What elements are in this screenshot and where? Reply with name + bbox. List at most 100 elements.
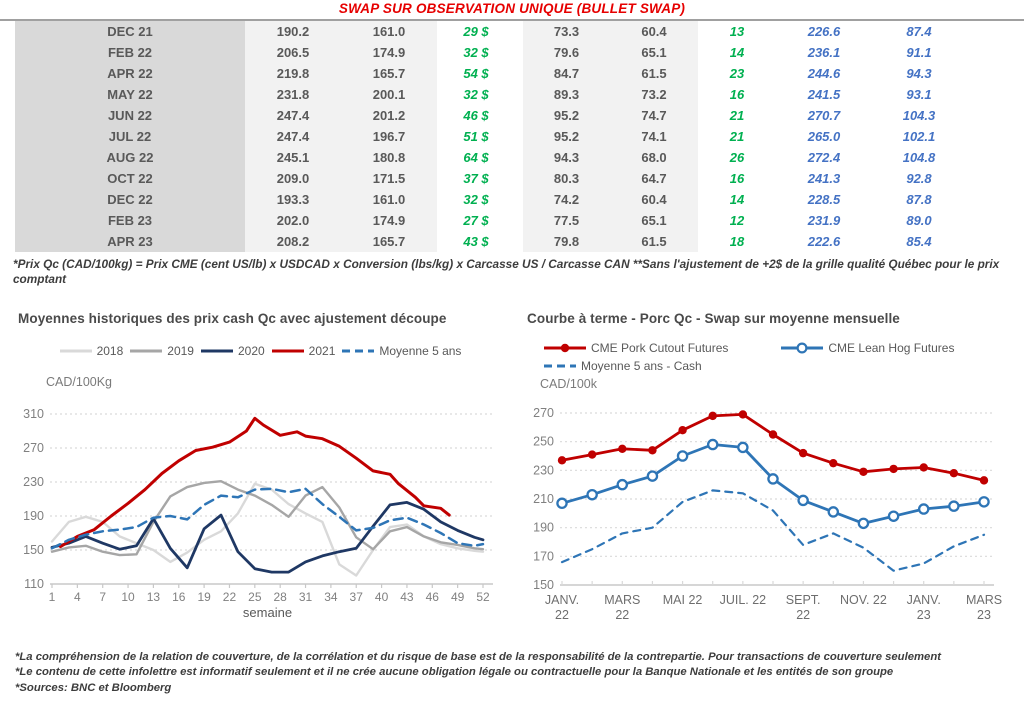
- svg-text:270: 270: [23, 441, 44, 455]
- spacer-cell: [515, 210, 523, 231]
- svg-text:170: 170: [533, 549, 554, 563]
- value-cell: 73.2: [610, 84, 698, 105]
- value-cell: 231.8: [245, 84, 341, 105]
- month-cell: OCT 22: [15, 168, 245, 189]
- month-cell: DEC 22: [15, 189, 245, 210]
- value-cell: 165.7: [341, 63, 437, 84]
- value-cell: 74.1: [610, 126, 698, 147]
- svg-text:SEPT.: SEPT.: [786, 593, 821, 607]
- value-cell: 89.0: [906, 213, 932, 228]
- footnote-legal: *Le contenu de cette infolettre est info…: [15, 666, 894, 679]
- line-swatch: [271, 349, 304, 353]
- svg-text:1: 1: [49, 590, 56, 604]
- spacer-cell: [515, 168, 523, 189]
- legend-label: 2021: [308, 344, 336, 358]
- legend-label: CME Lean Hog Futures: [828, 341, 955, 355]
- svg-text:49: 49: [451, 590, 465, 604]
- legend-label: Moyenne 5 ans: [379, 344, 462, 358]
- value-cell: 84.7: [523, 63, 610, 84]
- legend-item-2020: 2020: [200, 344, 265, 358]
- legend-item-moyenne-5-ans-cash: Moyenne 5 ans - Cash: [543, 359, 702, 373]
- table-row: DEC 22 193.3 161.0 32 $ 74.2 60.4 14 228.5 87.8: [15, 189, 966, 210]
- value-cell: 95.2: [523, 126, 610, 147]
- value-cell: 21: [729, 129, 745, 144]
- value-cell: 64 $: [463, 150, 489, 165]
- table-row: APR 23 208.2 165.7 43 $ 79.8 61.5 18 222.6 85.4: [15, 231, 966, 252]
- svg-text:28: 28: [273, 590, 287, 604]
- swap-table-container: DEC 21 190.2 161.0 29 $73.3 60.4 13 226.6 87.4 F…: [15, 21, 966, 252]
- footnote-sources: *Sources: BNC et Bloomberg: [15, 681, 172, 694]
- title-divider: [0, 19, 1024, 21]
- svg-text:150: 150: [23, 543, 44, 557]
- value-cell: 104.8: [902, 150, 936, 165]
- legend-item-moyenne-5-ans: Moyenne 5 ans: [341, 344, 461, 358]
- value-cell: 54 $: [463, 66, 489, 81]
- value-cell: 32 $: [463, 192, 489, 207]
- value-cell: 231.9: [807, 213, 841, 228]
- swap-table: DEC 21 190.2 161.0 29 $73.3 60.4 13 226.6 87.4 F…: [15, 21, 966, 252]
- table-row: FEB 22 206.5 174.9 32 $ 79.6 65.1 14 236.1 91.1: [15, 42, 966, 63]
- svg-text:CAD/100k: CAD/100k: [540, 377, 598, 391]
- footnote-hedging: *La compréhension de la relation de couv…: [15, 651, 941, 663]
- line-swatch: [130, 349, 163, 353]
- value-cell: 265.0: [807, 129, 841, 144]
- legend-item-cme-pork-cutout-futures: CME Pork Cutout Futures: [543, 341, 728, 355]
- value-cell: 32 $: [463, 87, 489, 102]
- table-row: AUG 22 245.1 180.8 64 $ 94.3 68.0 26 272.4 104.8: [15, 147, 966, 168]
- table-row: DEC 21 190.2 161.0 29 $ 73.3 60.4 13 226.6 87.4: [15, 21, 966, 42]
- svg-text:23: 23: [917, 608, 931, 622]
- month-cell: JUL 22: [15, 126, 245, 147]
- value-cell: 200.1: [341, 84, 437, 105]
- value-cell: 244.6: [807, 66, 841, 81]
- month-cell: DEC 21: [15, 21, 245, 42]
- left-chart-legend: 2018 2019 2020 2021 Moyenne 5 ans: [10, 344, 510, 358]
- right-chart-legend-row1: CME Pork Cutout Futures CME Lean Hog Futu…: [543, 341, 954, 355]
- svg-text:52: 52: [476, 590, 490, 604]
- value-cell: 26: [729, 150, 745, 165]
- legend-label: 2020: [237, 344, 265, 358]
- legend-label: CME Pork Cutout Futures: [591, 341, 729, 355]
- value-cell: 74.7: [610, 105, 698, 126]
- svg-text:250: 250: [533, 435, 554, 449]
- svg-text:22: 22: [555, 608, 569, 622]
- value-cell: 68.0: [610, 147, 698, 168]
- legend-item-cme-lean-hog-futures: CME Lean Hog Futures: [780, 341, 954, 355]
- value-cell: 60.4: [610, 189, 698, 210]
- table-row: APR 22 219.8 165.7 54 $ 84.7 61.5 23 244.6 94.3: [15, 63, 966, 84]
- svg-text:46: 46: [426, 590, 440, 604]
- svg-text:NOV. 22: NOV. 22: [840, 593, 887, 607]
- svg-text:16: 16: [172, 590, 186, 604]
- value-cell: 64.7: [610, 168, 698, 189]
- table-row: OCT 22 209.0 171.5 37 $ 80.3 64.7 16 241.3 92.8: [15, 168, 966, 189]
- month-cell: MAY 22: [15, 84, 245, 105]
- svg-text:37: 37: [350, 590, 364, 604]
- spacer-cell: [515, 84, 523, 105]
- value-cell: 18: [729, 234, 745, 249]
- svg-text:23: 23: [977, 608, 991, 622]
- right-chart-legend-row2: Moyenne 5 ans - Cash: [543, 359, 702, 373]
- dashed-line-swatch: [342, 349, 375, 353]
- value-cell: 79.8: [523, 231, 610, 252]
- value-cell: 206.5: [245, 42, 341, 63]
- spacer-cell: [515, 42, 523, 63]
- month-cell: FEB 22: [15, 42, 245, 63]
- month-cell: AUG 22: [15, 147, 245, 168]
- table-row: MAY 22 231.8 200.1 32 $ 89.3 73.2 16 241.5 93.1: [15, 84, 966, 105]
- svg-text:31: 31: [299, 590, 313, 604]
- value-cell: 174.9: [341, 42, 437, 63]
- dashed-line-swatch: [544, 364, 576, 368]
- value-cell: 14: [729, 192, 745, 207]
- value-cell: 245.1: [245, 147, 341, 168]
- value-cell: 94.3: [906, 66, 932, 81]
- value-cell: 208.2: [245, 231, 341, 252]
- spacer-cell: [515, 21, 523, 42]
- value-cell: 46 $: [463, 108, 489, 123]
- value-cell: 236.1: [807, 45, 841, 60]
- svg-text:7: 7: [99, 590, 106, 604]
- legend-item-2021: 2021: [271, 344, 336, 358]
- value-cell: 73.3: [523, 21, 610, 42]
- table-row: FEB 23 202.0 174.9 27 $ 77.5 65.1 12 231.9 89.0: [15, 210, 966, 231]
- value-cell: 219.8: [245, 63, 341, 84]
- svg-text:JANV.: JANV.: [907, 593, 941, 607]
